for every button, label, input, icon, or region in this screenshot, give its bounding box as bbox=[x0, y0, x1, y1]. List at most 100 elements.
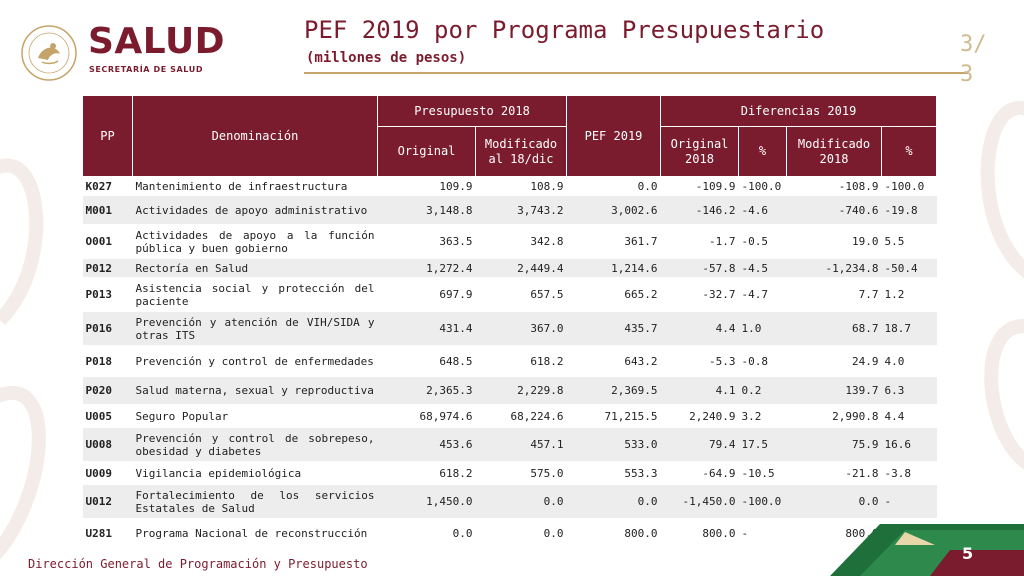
dif-modificado-cell: -740.6 bbox=[786, 195, 882, 225]
pct-modificado-cell: -50.4 bbox=[881, 258, 937, 278]
budget-table: PP Denominación Presupuesto 2018 PEF 201… bbox=[82, 95, 938, 549]
slide-fraction: 3/3 bbox=[960, 30, 1000, 90]
pef-2019-cell: 1,214.6 bbox=[566, 258, 661, 278]
pct-original-cell: -0.5 bbox=[738, 224, 787, 259]
denominacion-cell: Fortalecimiento de los servicios Estatal… bbox=[132, 484, 378, 519]
page-subtitle: (millones de pesos) bbox=[306, 50, 467, 66]
modificado-cell: 2,229.8 bbox=[475, 376, 567, 405]
pp-cell: O001 bbox=[82, 224, 133, 259]
pct-modificado-cell: 18.7 bbox=[881, 311, 937, 346]
denominacion-cell: Actividades de apoyo a la función públic… bbox=[132, 224, 378, 259]
denominacion-cell: Prevención y control de sobrepeso, obesi… bbox=[132, 427, 378, 462]
header-pef-2019: PEF 2019 bbox=[566, 95, 661, 177]
header-presupuesto-2018: Presupuesto 2018 bbox=[377, 95, 567, 127]
dif-modificado-cell: -21.8 bbox=[786, 461, 882, 485]
pct-original-cell: -4.7 bbox=[738, 277, 787, 312]
pct-original-cell: -4.5 bbox=[738, 258, 787, 278]
pct-modificado-cell: 1.2 bbox=[881, 277, 937, 312]
original-cell: 68,974.6 bbox=[377, 404, 476, 428]
pct-modificado-cell: -19.8 bbox=[881, 195, 937, 225]
footer-text: Dirección General de Programación y Pres… bbox=[28, 557, 368, 571]
denominacion-cell: Mantenimiento de infraestructura bbox=[132, 176, 378, 196]
pct-original-cell: -100.0 bbox=[738, 484, 787, 519]
pef-2019-cell: 361.7 bbox=[566, 224, 661, 259]
dif-modificado-cell: 24.9 bbox=[786, 345, 882, 377]
denominacion-cell: Vigilancia epidemiológica bbox=[132, 461, 378, 485]
pct-original-cell: 3.2 bbox=[738, 404, 787, 428]
page-title: PEF 2019 por Programa Presupuestario bbox=[304, 16, 825, 44]
pct-original-cell: 0.2 bbox=[738, 376, 787, 405]
denominacion-cell: Rectoría en Salud bbox=[132, 258, 378, 278]
pp-cell: U281 bbox=[82, 518, 133, 549]
dif-original-cell: 79.4 bbox=[660, 427, 739, 462]
denominacion-cell: Prevención y control de enfermedades bbox=[132, 345, 378, 377]
dif-modificado-cell: 2,990.8 bbox=[786, 404, 882, 428]
original-cell: 697.9 bbox=[377, 277, 476, 312]
denominacion-cell: Actividades de apoyo administrativo bbox=[132, 195, 378, 225]
dif-original-cell: -109.9 bbox=[660, 176, 739, 196]
original-cell: 648.5 bbox=[377, 345, 476, 377]
modificado-cell: 108.9 bbox=[475, 176, 567, 196]
dif-original-cell: -1.7 bbox=[660, 224, 739, 259]
table-row: U012 Fortalecimiento de los servicios Est… bbox=[82, 484, 937, 519]
pct-modificado-cell: 6.3 bbox=[881, 376, 937, 405]
table-row: P020 Salud materna, sexual y reproductiva… bbox=[82, 376, 937, 405]
pct-modificado-cell: 5.5 bbox=[881, 224, 937, 259]
dif-original-cell: -32.7 bbox=[660, 277, 739, 312]
pp-cell: U005 bbox=[82, 404, 133, 428]
dif-modificado-cell: 139.7 bbox=[786, 376, 882, 405]
pct-original-cell: -4.6 bbox=[738, 195, 787, 225]
header-modificado-2018: Modificado 2018 bbox=[786, 126, 882, 177]
pp-cell: P020 bbox=[82, 376, 133, 405]
pef-2019-cell: 643.2 bbox=[566, 345, 661, 377]
pct-original-cell: -100.0 bbox=[738, 176, 787, 196]
pp-cell: P018 bbox=[82, 345, 133, 377]
original-cell: 109.9 bbox=[377, 176, 476, 196]
table-row: M001 Actividades de apoyo administrativo 3… bbox=[82, 195, 937, 225]
pct-modificado-cell: - bbox=[881, 484, 937, 519]
pef-2019-cell: 0.0 bbox=[566, 176, 661, 196]
modificado-cell: 367.0 bbox=[475, 311, 567, 346]
pp-cell: M001 bbox=[82, 195, 133, 225]
denominacion-cell: Programa Nacional de reconstrucción bbox=[132, 518, 378, 549]
dif-modificado-cell: -1,234.8 bbox=[786, 258, 882, 278]
secretaria-label: SECRETARÍA DE SALUD bbox=[89, 65, 204, 74]
table-row: U008 Prevención y control de sobrepeso, o… bbox=[82, 427, 937, 462]
header-denominacion: Denominación bbox=[132, 95, 378, 177]
pef-2019-cell: 0.0 bbox=[566, 484, 661, 519]
table-row: O001 Actividades de apoyo a la función pú… bbox=[82, 224, 937, 259]
table-row: K027 Mantenimiento de infraestructura 109.… bbox=[82, 176, 937, 196]
modificado-cell: 0.0 bbox=[475, 518, 567, 549]
dif-original-cell: -5.3 bbox=[660, 345, 739, 377]
original-cell: 2,365.3 bbox=[377, 376, 476, 405]
title-divider bbox=[304, 72, 968, 74]
budget-table-body: K027 Mantenimiento de infraestructura 109.… bbox=[82, 176, 937, 549]
header-modificado-dic: Modificado al 18/dic bbox=[475, 126, 567, 177]
modificado-cell: 575.0 bbox=[475, 461, 567, 485]
pef-2019-cell: 435.7 bbox=[566, 311, 661, 346]
pp-cell: U012 bbox=[82, 484, 133, 519]
pct-original-cell: -10.5 bbox=[738, 461, 787, 485]
header-pct-original: % bbox=[738, 126, 787, 177]
table-row: U281 Programa Nacional de reconstrucción 0… bbox=[82, 518, 937, 549]
table-row: U005 Seguro Popular 68,974.6 68,224.6 71,215… bbox=[82, 404, 937, 428]
pef-2019-cell: 533.0 bbox=[566, 427, 661, 462]
modificado-cell: 3,743.2 bbox=[475, 195, 567, 225]
original-cell: 0.0 bbox=[377, 518, 476, 549]
pp-cell: U008 bbox=[82, 427, 133, 462]
denominacion-cell: Salud materna, sexual y reproductiva bbox=[132, 376, 378, 405]
pct-original-cell: - bbox=[738, 518, 787, 549]
original-cell: 618.2 bbox=[377, 461, 476, 485]
header-pp: PP bbox=[82, 95, 133, 177]
pef-2019-cell: 665.2 bbox=[566, 277, 661, 312]
pct-modificado-cell: -3.8 bbox=[881, 461, 937, 485]
dif-original-cell: 4.4 bbox=[660, 311, 739, 346]
dif-original-cell: 2,240.9 bbox=[660, 404, 739, 428]
dif-modificado-cell: 0.0 bbox=[786, 484, 882, 519]
pp-cell: P013 bbox=[82, 277, 133, 312]
pct-original-cell: 17.5 bbox=[738, 427, 787, 462]
pp-cell: U009 bbox=[82, 461, 133, 485]
pef-2019-cell: 553.3 bbox=[566, 461, 661, 485]
dif-modificado-cell: 19.0 bbox=[786, 224, 882, 259]
original-cell: 1,450.0 bbox=[377, 484, 476, 519]
